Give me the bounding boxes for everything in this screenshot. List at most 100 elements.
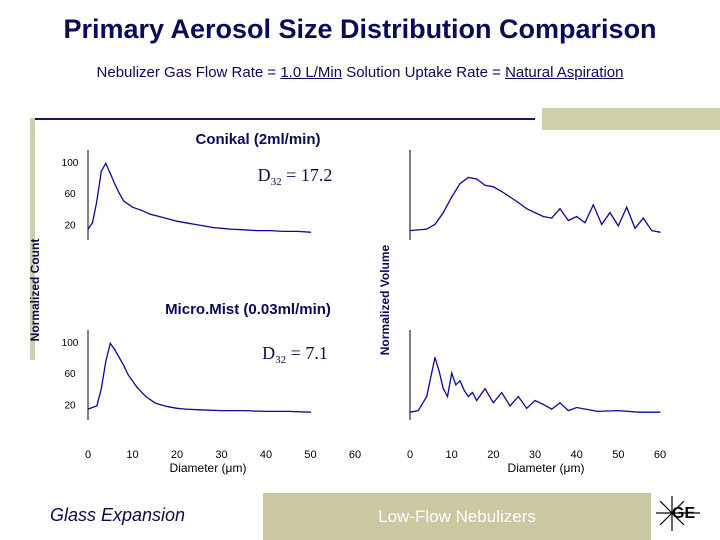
x-tick-label-2-4: 40 [260,449,272,461]
data-point-0-12 [158,215,160,218]
data-point-2-7 [123,364,125,366]
data-point-1-6 [467,176,469,179]
data-point-1-12 [517,201,519,204]
data-point-2-16 [167,406,169,408]
data-point-2-10 [136,386,138,388]
data-point-3-14 [476,399,478,402]
data-point-0-0 [87,228,89,230]
title-divider [30,118,535,120]
data-point-1-9 [492,186,494,188]
conikal-d32-annotation: D32 = 17.2 [258,165,333,188]
data-point-1-5 [459,183,461,185]
y-axis-label-volume: Normalized Volume [378,244,392,355]
conikal-title: Conikal (2ml/min) [195,131,320,148]
data-point-1-25 [626,206,628,208]
subtitle-prefix: Nebulizer Gas Flow Rate = [96,64,281,81]
data-point-1-23 [609,212,611,214]
xlabel-left: Diameter (μm) [170,461,247,475]
data-point-0-23 [269,230,272,232]
data-point-2-22 [265,410,267,412]
data-point-1-10 [501,190,503,193]
data-point-2-0 [87,408,89,410]
data-point-3-27 [596,410,599,412]
data-point-3-3 [430,376,432,378]
data-point-1-0 [409,230,411,232]
data-point-3-21 [534,399,536,402]
data-point-2-20 [220,410,223,412]
data-point-3-10 [459,380,461,382]
data-point-2-3 [105,360,107,362]
x-tick-label-2-6: 60 [349,449,361,461]
data-point-2-24 [309,411,312,413]
ge-logo-icon: GE [652,487,720,540]
data-point-1-20 [584,222,586,224]
data-point-3-29 [638,411,640,413]
data-point-3-11 [463,389,465,391]
data-point-2-5 [114,349,116,351]
data-point-0-5 [109,172,111,175]
y-tick-label-0-0: 100 [62,158,79,169]
data-point-1-29 [659,231,661,233]
data-point-1-22 [601,223,603,225]
data-point-1-1 [426,228,428,230]
data-point-0-21 [243,229,245,231]
data-point-1-14 [534,212,536,214]
data-point-3-18 [509,405,511,407]
micromist-d32-value: = 7.1 [286,343,328,363]
data-point-0-24 [283,230,285,232]
footer-label: Low-Flow Nebulizers [378,507,536,526]
data-point-2-4 [109,342,111,344]
x-tick-label-3-6: 60 [654,449,666,461]
data-point-3-13 [471,392,474,394]
data-point-2-18 [185,408,187,410]
conikal-d32-sub: 32 [271,176,282,188]
y-tick-label-0-1: 60 [64,189,76,200]
data-point-1-27 [642,217,644,219]
data-point-0-1 [91,222,94,224]
data-point-1-2 [434,223,436,225]
data-point-3-4 [434,356,436,359]
series-line-0 [87,161,311,233]
data-point-1-16 [551,217,553,219]
data-point-3-23 [551,408,553,410]
x-tick-label-3-3: 30 [529,449,541,461]
data-point-1-15 [542,215,544,218]
data-point-3-1 [417,410,419,412]
y-tick-label-2-2: 20 [64,400,76,411]
data-point-3-5 [438,370,440,373]
data-point-1-17 [559,208,561,210]
data-point-1-18 [567,219,569,222]
data-point-3-8 [451,372,453,374]
data-point-1-8 [484,184,486,186]
data-point-0-7 [118,192,120,194]
data-point-1-4 [451,196,453,198]
data-point-2-2 [100,388,102,390]
data-point-0-14 [176,220,178,222]
slide-subtitle: Nebulizer Gas Flow Rate = 1.0 L/Min Solu… [0,64,720,81]
conikal-d32-main: D [258,165,271,185]
data-point-0-17 [203,225,205,227]
data-point-2-19 [198,409,200,411]
data-point-0-10 [140,209,142,211]
y-tick-label-0-2: 20 [64,220,76,231]
data-point-1-28 [651,230,653,232]
data-point-3-28 [617,410,619,412]
data-point-0-13 [167,218,169,220]
x-tick-label-2-0: 0 [85,449,91,461]
data-point-3-24 [559,402,561,404]
data-point-0-9 [131,206,134,208]
data-point-2-11 [140,391,142,393]
data-point-3-25 [567,410,569,412]
data-point-3-17 [501,392,503,394]
data-point-1-26 [634,227,636,229]
data-point-1-3 [442,212,444,214]
subtitle-flow-rate: 1.0 L/Min [280,64,343,81]
data-point-2-23 [287,410,289,412]
data-point-3-26 [576,406,578,409]
data-point-3-16 [492,402,494,404]
xlabel-right: Diameter (μm) [508,461,585,475]
data-point-1-21 [592,204,594,206]
brand-name: Glass Expansion [50,505,186,525]
y-tick-label-2-0: 100 [62,338,79,349]
